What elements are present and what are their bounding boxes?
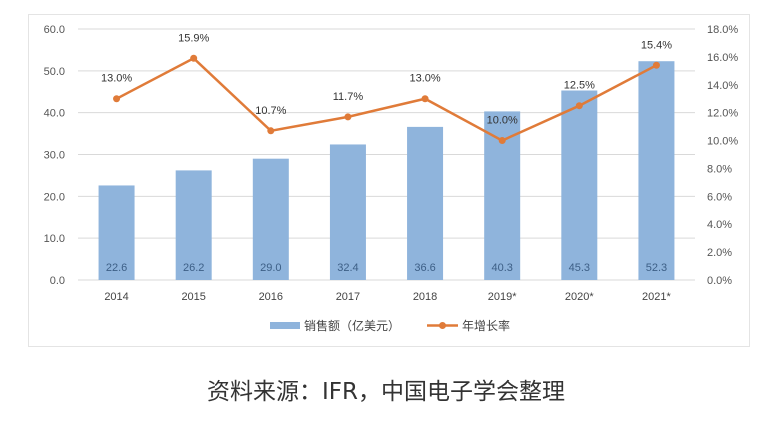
chart-frame	[28, 14, 750, 347]
bar	[329, 144, 366, 280]
left-axis-tick: 0.0	[50, 275, 65, 287]
left-axis-tick: 10.0	[44, 233, 65, 245]
right-axis-tick: 6.0%	[707, 191, 732, 203]
line-data-label: 11.7%	[333, 91, 364, 103]
right-axis-tick: 10.0%	[707, 136, 738, 148]
x-axis-tick: 2017	[336, 291, 360, 303]
line-point	[190, 54, 198, 62]
bar	[252, 158, 289, 280]
right-axis-tick: 0.0%	[707, 275, 732, 287]
left-axis-tick: 40.0	[44, 108, 65, 120]
legend-bar-label: 销售额（亿美元）	[304, 318, 400, 333]
bar-data-label: 36.6	[414, 262, 435, 274]
right-axis-tick: 12.0%	[707, 108, 738, 120]
right-axis-tick: 16.0%	[707, 52, 738, 64]
bar	[561, 90, 598, 281]
bar	[407, 126, 444, 280]
line-data-label: 10.7%	[255, 105, 286, 117]
line-data-label: 10.0%	[487, 115, 518, 127]
right-axis-tick: 8.0%	[707, 163, 732, 175]
line-point	[344, 113, 352, 121]
line-data-label: 13.0%	[409, 73, 440, 85]
line-data-label: 12.5%	[564, 80, 595, 92]
line-point	[498, 137, 506, 145]
legend-line-marker	[439, 322, 446, 329]
line-point	[113, 95, 121, 103]
x-axis-tick: 2015	[181, 291, 205, 303]
x-axis-tick: 2019*	[488, 291, 517, 303]
bar	[175, 170, 212, 280]
left-axis-tick: 50.0	[44, 66, 65, 78]
x-axis-tick: 2018	[413, 291, 437, 303]
legend-bar-swatch	[270, 322, 300, 329]
bar-data-label: 32.4	[337, 262, 358, 274]
right-axis-tick: 18.0%	[707, 24, 738, 36]
right-axis-tick: 4.0%	[707, 219, 732, 231]
legend-line-label: 年增长率	[462, 318, 510, 333]
right-axis-tick: 14.0%	[707, 80, 738, 92]
bar	[98, 185, 135, 280]
bar-data-label: 22.6	[106, 262, 127, 274]
bar	[484, 111, 521, 280]
x-axis-tick: 2016	[259, 291, 283, 303]
line-data-label: 15.4%	[641, 39, 672, 51]
line-data-label: 15.9%	[178, 32, 209, 44]
line-point	[421, 95, 429, 103]
bar-data-label: 26.2	[183, 262, 204, 274]
left-axis-tick: 60.0	[44, 24, 65, 36]
bar-data-label: 40.3	[491, 262, 512, 274]
source-caption: 资料来源：IFR，中国电子学会整理	[207, 379, 565, 405]
left-axis-tick: 20.0	[44, 191, 65, 203]
line-data-label: 13.0%	[101, 73, 132, 85]
line-point	[267, 127, 275, 135]
bar-data-label: 52.3	[646, 262, 667, 274]
bar-data-label: 45.3	[569, 262, 590, 274]
x-axis-tick: 2014	[104, 291, 128, 303]
left-axis-tick: 30.0	[44, 150, 65, 162]
x-axis-tick: 2021*	[642, 291, 671, 303]
right-axis-tick: 2.0%	[707, 247, 732, 259]
bar	[638, 61, 675, 280]
x-axis-tick: 2020*	[565, 291, 594, 303]
line-point	[652, 61, 660, 69]
growth-line	[115, 56, 658, 142]
bar-data-label: 29.0	[260, 262, 281, 274]
line-point	[575, 102, 583, 110]
